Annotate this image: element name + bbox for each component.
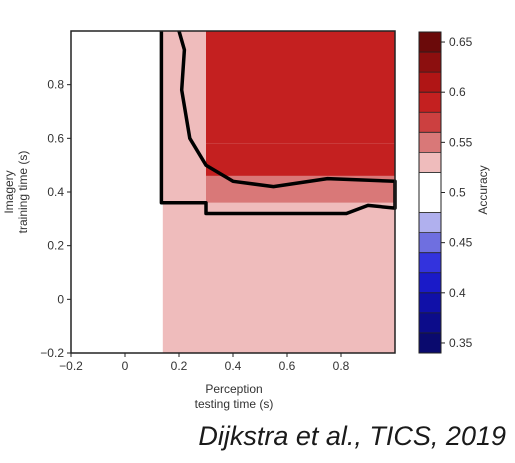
colorbar-bin-3 [419, 292, 441, 313]
x-tick-label: 0.6 [279, 359, 296, 373]
colorbar-bin-6 [419, 232, 441, 253]
x-tick-label: 0.8 [333, 359, 350, 373]
heatmap-region-1 [71, 31, 163, 353]
colorbar-tick-label: 0.45 [449, 236, 473, 250]
accuracy-heatmap [71, 31, 395, 353]
y-tick-label: 0.4 [47, 185, 64, 199]
colorbar-bin-11 [419, 112, 441, 133]
x-tick-label: 0.4 [225, 359, 242, 373]
y-tick-label: 0 [57, 292, 64, 306]
y-tick-label: 0.6 [47, 131, 64, 145]
colorbar-bin-10 [419, 132, 441, 153]
colorbar-bin-4 [419, 272, 441, 293]
x-axis-label-line-2: testing time (s) [195, 397, 274, 411]
colorbar-ticks: 0.65 0.6 0.55 0.5 0.45 0.4 0.35 [441, 35, 473, 350]
x-tick-label: −0.2 [59, 359, 83, 373]
y-axis-label-line-2: training time (s) [16, 151, 30, 234]
heatmap-region-5 [206, 143, 395, 176]
colorbar-tick-label: 0.55 [449, 135, 473, 149]
colorbar-bin-7 [419, 212, 441, 233]
colorbar-bin-2 [419, 312, 441, 333]
colorbar-tick-label: 0.65 [449, 35, 473, 49]
significance-contour [159, 30, 397, 216]
citation-caption: Dijkstra et al., TICS, 2019 [198, 421, 506, 451]
y-tick-label: 0.2 [47, 239, 64, 253]
colorbar [419, 32, 441, 353]
colorbar-bin-8 [419, 172, 441, 213]
colorbar-tick-label: 0.5 [449, 186, 466, 200]
heatmap-region-6 [206, 31, 395, 144]
y-axis: −0.2 0 0.2 0.4 0.6 0.8 [40, 78, 71, 360]
y-tick-label: 0.8 [47, 78, 64, 92]
colorbar-bin-1 [419, 332, 441, 353]
x-axis: −0.2 0 0.2 0.4 0.6 0.8 [59, 353, 350, 373]
colorbar-tick-label: 0.35 [449, 336, 473, 350]
x-tick-label: 0 [122, 359, 129, 373]
colorbar-bin-15 [419, 32, 441, 53]
significance-contour-line [159, 30, 397, 216]
colorbar-tick-label: 0.4 [449, 286, 466, 300]
colorbar-bin-12 [419, 92, 441, 113]
y-axis-label-line-1: Imagery [2, 170, 16, 213]
colorbar-bin-14 [419, 52, 441, 73]
colorbar-label: Accuracy [476, 165, 490, 214]
x-axis-label-line-1: Perception [205, 382, 262, 396]
x-tick-label: 0.2 [171, 359, 188, 373]
colorbar-bin-9 [419, 152, 441, 173]
y-tick-label: −0.2 [40, 346, 64, 360]
colorbar-bin-13 [419, 72, 441, 93]
heatmap-region-2 [162, 202, 395, 353]
colorbar-bin-5 [419, 252, 441, 273]
colorbar-tick-label: 0.6 [449, 85, 466, 99]
